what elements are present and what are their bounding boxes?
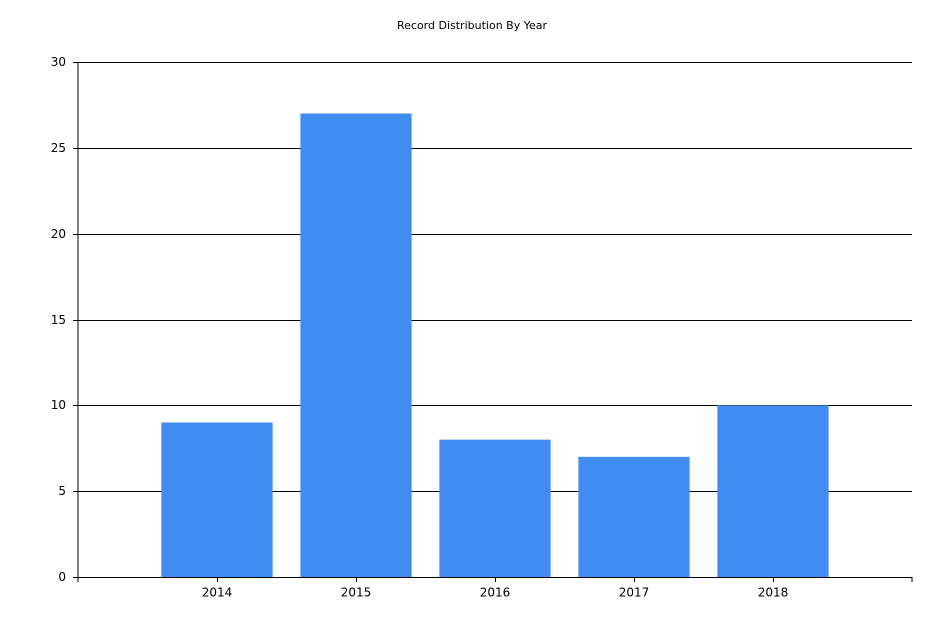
y-tick-label: 20 xyxy=(51,227,66,241)
bar xyxy=(161,422,273,577)
x-tick-label: 2015 xyxy=(341,586,372,600)
y-tick-label: 30 xyxy=(51,55,66,69)
y-tick-label: 25 xyxy=(51,141,66,155)
x-tick-label: 2016 xyxy=(480,586,511,600)
x-tick-label: 2014 xyxy=(202,586,233,600)
x-tick-label: 2017 xyxy=(619,586,650,600)
bar xyxy=(300,113,412,577)
y-tick-label: 5 xyxy=(58,484,66,498)
bar xyxy=(717,405,829,577)
y-tick-label: 0 xyxy=(58,570,66,584)
bar xyxy=(578,456,690,577)
bar xyxy=(439,439,551,577)
chart-title: Record Distribution By Year xyxy=(397,19,547,32)
y-tick-label: 10 xyxy=(51,398,66,412)
x-tick-label: 2018 xyxy=(758,586,789,600)
y-tick-label: 15 xyxy=(51,313,66,327)
